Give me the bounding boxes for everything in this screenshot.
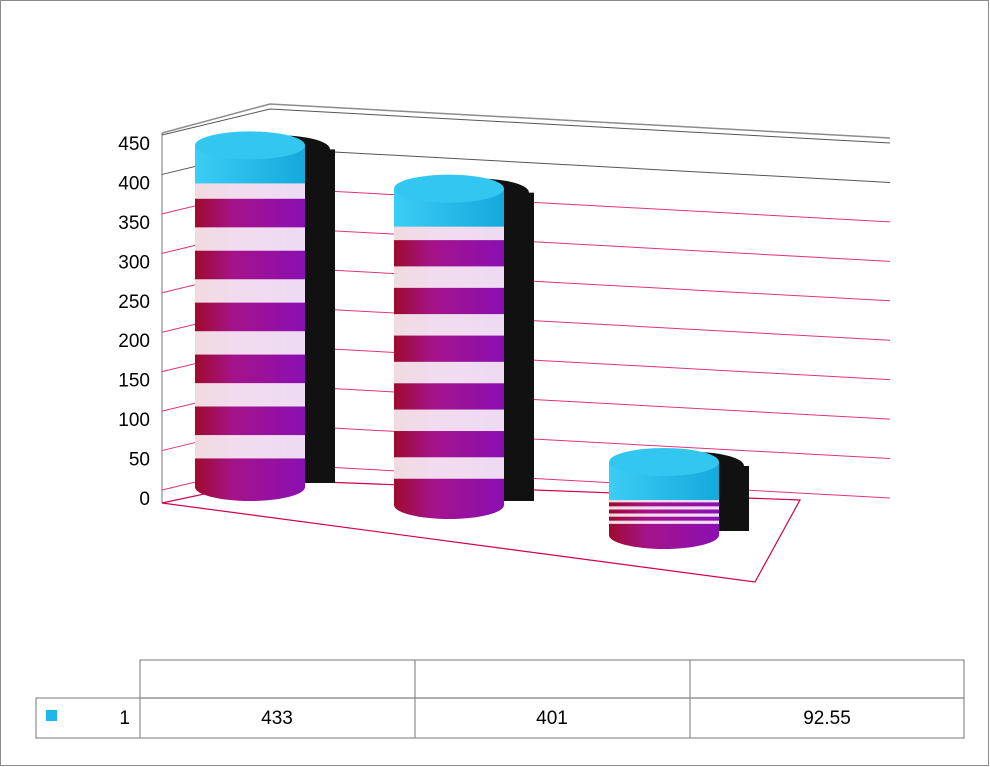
bar-top [195,131,305,160]
bar-band [195,279,305,303]
bar-base [609,521,719,549]
legend-key-series-1 [46,710,57,721]
y-tick-label: 0 [139,489,150,510]
gridline [161,108,891,144]
bar-body [394,188,504,505]
y-tick-label: 400 [118,173,150,194]
bar-band [609,499,719,503]
bar-band [195,383,305,407]
bars [195,131,749,549]
table-cell: 401 [536,708,568,729]
bar-band [394,409,504,432]
data-table: 1 433 401 92.55 [35,659,965,739]
bar-band [609,513,719,517]
bar-band [394,457,504,479]
bar-base [394,491,504,519]
bar-top [609,447,719,476]
bar-band [195,331,305,355]
bar-body [195,145,305,487]
bar [394,174,534,519]
y-tick-label: 200 [118,331,150,352]
table-cell: 433 [261,708,293,729]
bar-band [195,227,305,251]
bar-band [609,520,719,524]
data-table-row [35,697,965,739]
y-tick-label: 100 [118,410,150,431]
y-tick-label: 300 [118,252,150,273]
bar-band [394,314,504,336]
y-tick-label: 50 [129,450,150,471]
bar-band [394,361,504,384]
bar-band [195,435,305,459]
y-tick-label: 150 [118,371,150,392]
data-table-header-row [139,659,965,699]
series-label: 1 [119,708,130,729]
y-tick-label: 250 [118,292,150,313]
y-tick-label: 450 [118,134,150,155]
back-wall-outline [161,103,891,139]
bar-base [195,473,305,501]
bar [609,447,749,549]
y-axis-ticks: 0 50 100 150 200 250 300 350 400 450 [118,134,150,510]
bar [195,131,335,501]
bar-band [394,266,504,288]
y-tick-label: 350 [118,213,150,234]
bar-top [394,174,504,203]
bar-band [609,506,719,510]
table-cell: 92.55 [803,708,851,729]
